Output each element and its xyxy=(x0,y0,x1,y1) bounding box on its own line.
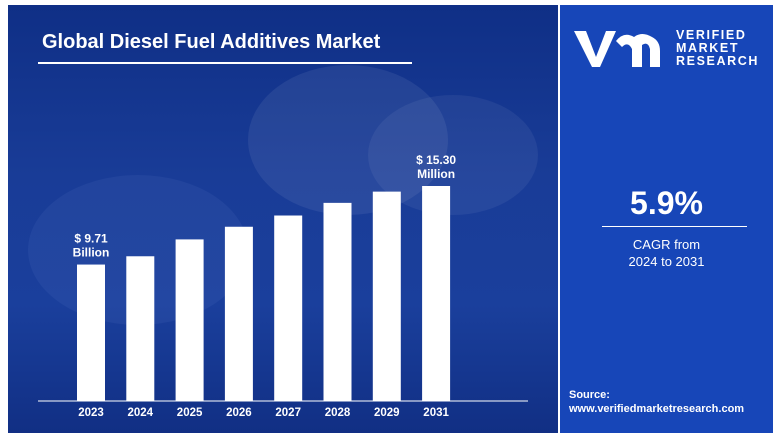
bar-2027 xyxy=(274,215,303,401)
bar-2026 xyxy=(224,226,253,401)
chart-panel: Global Diesel Fuel Additives Market 2023… xyxy=(8,5,558,433)
x-tick-label: 2031 xyxy=(423,407,449,419)
bar-2028 xyxy=(323,202,352,401)
cagr-divider xyxy=(602,226,747,227)
bar-chart: 2023 2024 2025 2026 2027 2028 2029 2031 $ 9.71B… xyxy=(38,153,528,419)
bar-2025 xyxy=(175,239,204,401)
infographic-frame: Global Diesel Fuel Additives Market 2023… xyxy=(8,5,773,433)
x-tick-label: 2028 xyxy=(325,407,351,419)
source-note: Source: www.verifiedmarketresearch.com xyxy=(569,388,744,416)
chart-title: Global Diesel Fuel Additives Market xyxy=(42,31,381,53)
background-photo-shape xyxy=(248,65,448,215)
bar-2023 xyxy=(77,264,105,401)
cagr-label: CAGR from 2024 to 2031 xyxy=(560,236,773,270)
data-label: Million xyxy=(417,167,455,181)
source-url: www.verifiedmarketresearch.com xyxy=(569,403,745,415)
cagr-label-line: 2024 to 2031 xyxy=(628,254,705,269)
info-panel: VERIFIED MARKET RESEARCH 5.9% CAGR from … xyxy=(560,5,773,433)
x-tick-label: 2029 xyxy=(374,407,400,419)
cagr-label-line: CAGR from xyxy=(632,237,701,252)
bar-2024 xyxy=(126,256,155,401)
brand-line: MARKET xyxy=(676,41,740,55)
x-tick-label: 2025 xyxy=(177,407,203,419)
data-label: $ 9.71 xyxy=(74,232,108,246)
source-label: Source: xyxy=(569,389,610,401)
brand-line: VERIFIED xyxy=(676,28,747,42)
title-underline xyxy=(38,62,412,64)
x-tick-label: 2027 xyxy=(275,407,301,419)
brand-name: VERIFIED MARKET RESEARCH xyxy=(676,29,759,68)
data-label: $ 15.30 xyxy=(416,153,456,167)
x-tick-label: 2023 xyxy=(78,407,104,419)
bar-2029 xyxy=(372,191,401,401)
bar-2031 xyxy=(422,186,451,401)
cagr-value: 5.9% xyxy=(630,185,703,221)
x-tick-label: 2026 xyxy=(226,407,252,419)
data-label: Billion xyxy=(73,246,110,260)
vmr-logo-icon xyxy=(574,31,660,67)
x-tick-label: 2024 xyxy=(128,407,154,419)
brand-line: RESEARCH xyxy=(676,54,759,68)
